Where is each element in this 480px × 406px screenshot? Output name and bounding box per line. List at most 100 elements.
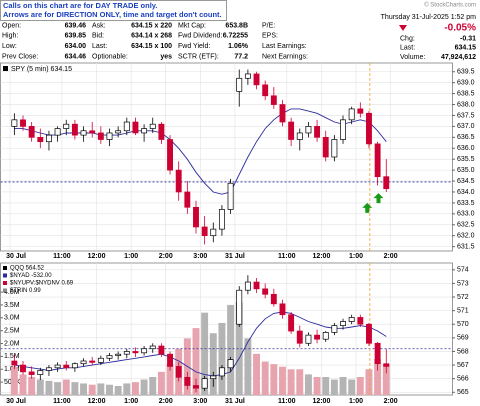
x-tick-label: 11:00 xyxy=(278,253,296,260)
legend-entry: QQQ 564.52 xyxy=(10,266,45,272)
quote-label: Ask: xyxy=(92,22,106,29)
candle-body xyxy=(331,325,338,333)
volume-bar xyxy=(106,384,113,395)
candle-body xyxy=(201,378,208,389)
volume-bar xyxy=(374,358,382,395)
candle-body xyxy=(279,303,286,316)
legend-entry: $NYUPV:$NYDNV 0.69 xyxy=(10,281,74,287)
candle-body xyxy=(193,385,199,389)
quote-value: 1.06% xyxy=(228,43,249,50)
quote-label: Last: xyxy=(92,43,107,50)
candle-body xyxy=(340,119,346,140)
x-tick-label: 31 Jul xyxy=(225,398,245,405)
candle-body xyxy=(20,364,26,373)
volume-bar xyxy=(304,374,312,395)
y-tick-label: 572 xyxy=(457,294,469,301)
candle-body xyxy=(227,359,234,369)
volume-bar xyxy=(28,376,36,395)
legend-swatch xyxy=(3,288,7,293)
banner-box xyxy=(0,0,227,21)
quote-value: 47,924,612 xyxy=(441,54,476,61)
volume-bar xyxy=(140,379,148,395)
volume-bar xyxy=(382,364,390,395)
candle-body xyxy=(158,345,165,355)
candle-body xyxy=(37,370,44,375)
candle-body xyxy=(63,364,70,369)
y-tick-label: 638.0 xyxy=(457,101,475,108)
candle-body xyxy=(366,112,372,145)
x-tick-label: 3:00 xyxy=(193,398,207,405)
volume-bar xyxy=(166,364,174,395)
volume-bar xyxy=(149,376,157,395)
direction-arrow xyxy=(362,202,373,213)
candle-body xyxy=(158,123,165,140)
legend-entry: $NYAD -532.00 xyxy=(10,273,52,279)
banner-line: Arrows are for DIRECTION ONLY, time and … xyxy=(3,10,222,19)
candle-body xyxy=(270,95,277,105)
x-tick-label: 11:00 xyxy=(53,253,71,260)
candle-body xyxy=(201,226,208,237)
candle-body xyxy=(357,317,364,325)
candle-body xyxy=(115,353,122,356)
volume-bar xyxy=(131,382,139,395)
banner-line: Calls on this chart are for DAY TRADE on… xyxy=(3,1,157,10)
volume-bar xyxy=(62,379,70,395)
quote-label: Mkt Cap: xyxy=(178,22,206,29)
volume-bar xyxy=(330,379,338,395)
candle-body xyxy=(357,108,364,114)
y-tick-label: 567 xyxy=(457,362,469,369)
volume-bar xyxy=(244,338,252,395)
quote-label: SCTR (ETF): xyxy=(178,54,219,61)
x-tick-label: 3:00 xyxy=(193,253,207,260)
quote-label: P/E: xyxy=(262,22,275,29)
candle-body xyxy=(149,345,156,350)
candle-body xyxy=(253,73,260,86)
y-tick-label: 631.5 xyxy=(457,243,475,250)
volume-bar xyxy=(356,376,364,395)
candle-body xyxy=(383,176,390,190)
x-tick-label: 1:00 xyxy=(124,253,138,260)
x-tick-label: 1:00 xyxy=(349,253,363,260)
y-tick-label: 636.0 xyxy=(457,145,475,152)
candle-body xyxy=(106,132,113,140)
candle-body xyxy=(54,128,61,136)
volume-bar xyxy=(157,371,165,395)
candle-body xyxy=(227,182,234,210)
candle-body xyxy=(236,77,243,92)
quote-label: EPS: xyxy=(262,33,278,40)
x-tick-label: 30 Jul xyxy=(6,253,26,260)
quote-value: 634.00 xyxy=(65,43,87,50)
y-tick-label: 632.0 xyxy=(457,233,475,240)
y-tick-label: 637.5 xyxy=(457,112,475,119)
y-tick-label: 633.5 xyxy=(457,200,475,207)
volume-bar xyxy=(322,376,330,395)
candle-body xyxy=(175,169,182,193)
volume-bar xyxy=(287,369,295,395)
quote-label: Open: xyxy=(2,22,21,29)
candle-body xyxy=(262,84,269,97)
plot-area xyxy=(0,62,453,252)
candle-body xyxy=(141,348,148,354)
volume-bar xyxy=(71,382,79,395)
quote-label: Bid: xyxy=(92,33,104,40)
candle-body xyxy=(97,357,104,363)
candle-body xyxy=(340,321,346,326)
legend-swatch xyxy=(3,281,7,285)
candle-body xyxy=(89,360,96,363)
volume-bar xyxy=(123,383,131,395)
quote-value: 6.72255 xyxy=(223,33,248,40)
candle-body xyxy=(244,281,251,291)
quote-label: Prev Close: xyxy=(2,54,38,61)
y-tick-label: 634.0 xyxy=(457,189,475,196)
candle-body xyxy=(210,228,217,237)
x-tick-label: 1:00 xyxy=(124,398,138,405)
direction-arrow xyxy=(373,193,384,204)
x-tick-label: 1:00 xyxy=(349,398,363,405)
y-tick-label: 566 xyxy=(457,376,469,383)
candle-body xyxy=(374,342,381,365)
candle-body xyxy=(115,130,122,134)
quote-value: 634.46 xyxy=(65,54,87,61)
volume-bar xyxy=(114,385,122,395)
quote-value: 634.15 xyxy=(455,45,477,52)
